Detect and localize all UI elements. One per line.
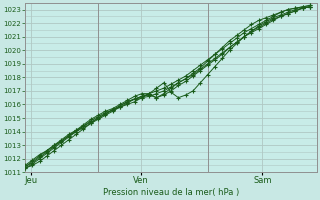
X-axis label: Pression niveau de la mer( hPa ): Pression niveau de la mer( hPa ) [103,188,239,197]
